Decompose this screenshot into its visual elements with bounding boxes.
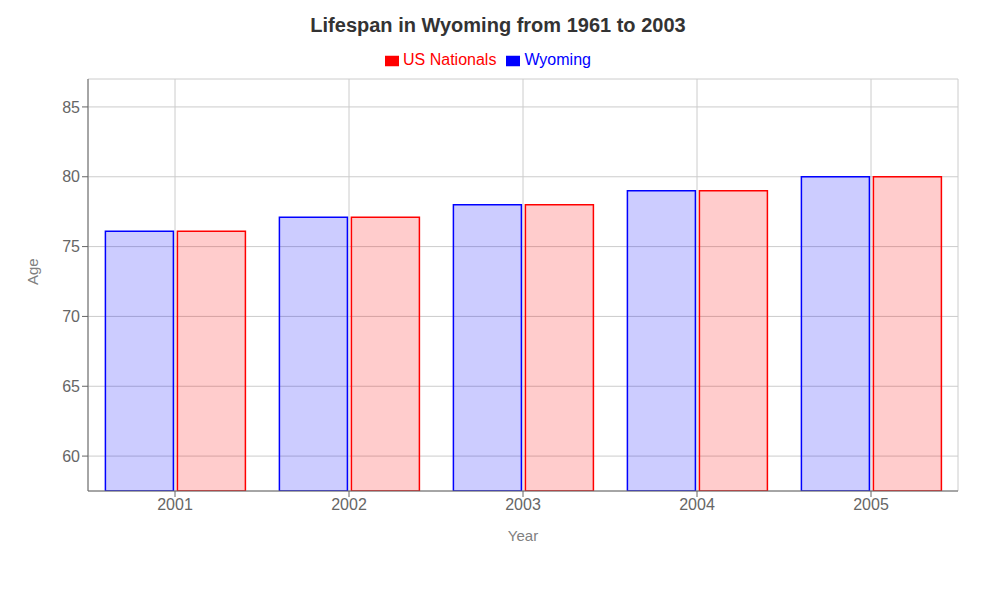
html-text:Lifespan in Wyoming from 1961: Lifespan in Wyoming from 1961 to 2003 xyxy=(310,14,686,36)
svg-text:65: 65 xyxy=(62,378,80,395)
svg-text:Age: Age xyxy=(24,258,41,285)
svg-text:2004: 2004 xyxy=(679,496,715,513)
svg-text:80: 80 xyxy=(62,168,80,185)
svg-text:60: 60 xyxy=(62,448,80,465)
html-text:US Nationals: US Nationals xyxy=(403,51,497,68)
svg-text:2002: 2002 xyxy=(331,496,367,513)
svg-text:75: 75 xyxy=(62,238,80,255)
svg-text:85: 85 xyxy=(62,99,80,116)
svg-text:Year: Year xyxy=(508,527,538,544)
svg-text:2001: 2001 xyxy=(157,496,193,513)
html-text:Wyoming: Wyoming xyxy=(524,51,591,68)
svg-text:2005: 2005 xyxy=(853,496,889,513)
svg-text:2003: 2003 xyxy=(505,496,541,513)
svg-text:70: 70 xyxy=(62,308,80,325)
